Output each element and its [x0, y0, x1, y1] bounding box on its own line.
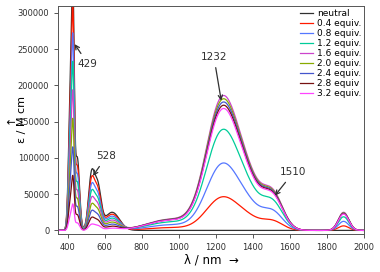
2.8 equiv: [323, 229, 328, 232]
Text: 528: 528: [94, 152, 116, 175]
2.8 equiv: [173, 217, 178, 221]
2.4 equiv.: [109, 222, 114, 226]
2.8 equiv: [362, 229, 366, 232]
2.8 equiv: [109, 225, 114, 228]
0.8 equiv.: [109, 215, 114, 218]
1.6 equiv.: [323, 229, 328, 232]
2.4 equiv.: [187, 208, 191, 211]
2.0 equiv.: [323, 229, 328, 232]
1.2 equiv.: [323, 229, 328, 232]
Text: 429: 429: [75, 45, 98, 69]
Line: 0.8 equiv.: 0.8 equiv.: [59, 33, 364, 230]
3.2 equiv.: [91, 222, 95, 226]
neutral: [323, 229, 328, 232]
1.2 equiv.: [91, 188, 96, 192]
1.6 equiv.: [70, 88, 75, 91]
2.4 equiv.: [91, 209, 95, 212]
0.4 equiv.: [356, 229, 360, 232]
0.8 equiv.: [187, 218, 191, 221]
1.2 equiv.: [362, 229, 366, 232]
3.2 equiv.: [56, 229, 61, 232]
2.4 equiv.: [222, 100, 226, 104]
2.0 equiv.: [109, 221, 114, 224]
1.2 equiv.: [173, 220, 178, 223]
1.2 equiv.: [187, 212, 191, 216]
2.8 equiv: [187, 209, 191, 212]
neutral: [56, 229, 61, 232]
2.8 equiv: [356, 228, 360, 232]
0.8 equiv.: [91, 182, 96, 185]
0.4 equiv.: [91, 175, 96, 178]
3.2 equiv.: [362, 229, 366, 232]
1.2 equiv.: [356, 228, 360, 232]
neutral: [173, 229, 178, 232]
2.8 equiv: [222, 104, 226, 107]
3.2 equiv.: [187, 209, 191, 212]
Line: 0.4 equiv.: 0.4 equiv.: [59, 4, 364, 230]
1.6 equiv.: [173, 217, 178, 220]
2.0 equiv.: [356, 228, 360, 232]
0.8 equiv.: [173, 223, 178, 226]
0.4 equiv.: [187, 223, 191, 227]
Line: 1.6 equiv.: 1.6 equiv.: [59, 90, 364, 230]
0.4 equiv.: [362, 229, 366, 232]
2.8 equiv: [56, 229, 61, 232]
2.4 equiv.: [356, 228, 360, 232]
neutral: [91, 168, 96, 171]
1.2 equiv.: [109, 217, 114, 220]
Line: 2.8 equiv: 2.8 equiv: [59, 105, 364, 230]
neutral: [187, 229, 191, 232]
Line: 2.0 equiv.: 2.0 equiv.: [59, 99, 364, 230]
1.2 equiv.: [70, 60, 75, 63]
1.6 equiv.: [56, 229, 61, 232]
Text: 1510: 1510: [276, 167, 307, 194]
0.4 equiv.: [109, 213, 114, 216]
Line: 2.4 equiv.: 2.4 equiv.: [59, 102, 364, 230]
0.4 equiv.: [70, 3, 75, 6]
2.4 equiv.: [56, 229, 61, 232]
1.6 equiv.: [109, 218, 114, 222]
0.4 equiv.: [323, 229, 328, 232]
0.4 equiv.: [56, 229, 61, 232]
2.0 equiv.: [222, 97, 226, 100]
1.6 equiv.: [91, 195, 96, 199]
3.2 equiv.: [109, 227, 114, 230]
3.2 equiv.: [222, 107, 226, 110]
2.4 equiv.: [362, 229, 366, 232]
1.6 equiv.: [356, 228, 360, 232]
3.2 equiv.: [173, 218, 178, 221]
2.0 equiv.: [56, 229, 61, 232]
1.2 equiv.: [56, 229, 61, 232]
3.2 equiv.: [356, 228, 360, 232]
2.0 equiv.: [91, 202, 95, 205]
0.4 equiv.: [173, 226, 178, 229]
1.6 equiv.: [362, 229, 366, 232]
0.8 equiv.: [56, 229, 61, 232]
0.8 equiv.: [362, 229, 366, 232]
Line: neutral: neutral: [59, 0, 364, 230]
2.4 equiv.: [323, 229, 328, 232]
neutral: [356, 229, 360, 232]
0.8 equiv.: [323, 229, 328, 232]
2.0 equiv.: [187, 208, 191, 211]
2.8 equiv: [91, 216, 95, 219]
2.4 equiv.: [173, 217, 178, 220]
3.2 equiv.: [323, 229, 328, 232]
1.6 equiv.: [187, 207, 191, 210]
0.8 equiv.: [70, 31, 75, 34]
neutral: [109, 211, 114, 214]
neutral: [362, 229, 366, 232]
0.8 equiv.: [356, 228, 360, 232]
X-axis label: λ / nm  →: λ / nm →: [184, 254, 239, 267]
Legend: neutral, 0.4 equiv., 0.8 equiv., 1.2 equiv., 1.6 equiv., 2.0 equiv., 2.4 equiv.,: neutral, 0.4 equiv., 0.8 equiv., 1.2 equ…: [299, 8, 363, 99]
Text: 1232: 1232: [201, 52, 227, 99]
Line: 1.2 equiv.: 1.2 equiv.: [59, 61, 364, 230]
2.0 equiv.: [173, 217, 178, 220]
Line: 3.2 equiv.: 3.2 equiv.: [59, 109, 364, 230]
2.0 equiv.: [362, 229, 366, 232]
Y-axis label: ↑
ε / M cm: ↑ ε / M cm: [6, 96, 27, 143]
